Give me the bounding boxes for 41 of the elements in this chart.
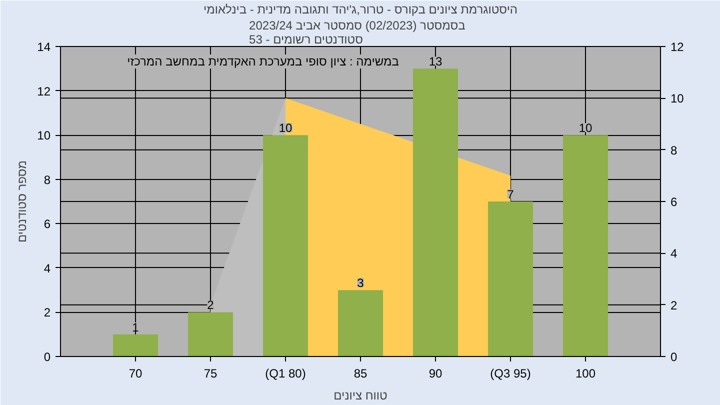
y2-tick-label: 10 (670, 92, 684, 106)
bar (413, 68, 458, 356)
y-tick-label: 10 (37, 128, 51, 143)
bar (263, 135, 308, 356)
chart-title: היסטוגרמת ציונים בקורס - טרור,ג'יהד ותגובה מדינית - בינלאומי (203, 2, 518, 16)
y2-tick-label: 8 (670, 143, 678, 158)
bar (338, 290, 383, 356)
y-tick-label: 8 (44, 172, 51, 187)
data-label: 10 (578, 121, 592, 136)
bar (113, 334, 158, 356)
x-axis-title: טווח ציונים (334, 388, 388, 402)
x-tick-label: 75 (204, 366, 218, 380)
x-tick-label: 85 (354, 366, 368, 380)
y-tick-label: 2 (44, 306, 51, 320)
bar (488, 202, 533, 356)
data-label: 2 (207, 298, 214, 312)
data-label: 1 (132, 320, 140, 334)
y-tick-label: 4 (44, 261, 51, 276)
annotation: במשימה : ציון סופי במערכת האקדמית במחשב המרכזי (127, 54, 399, 68)
x-tick-label: 100 (575, 366, 596, 380)
y2-tick-label: 6 (670, 195, 678, 209)
y-axis-title: מספר סטודנטים (15, 160, 30, 243)
bar (563, 135, 608, 356)
y-tick-label: 12 (37, 84, 51, 98)
bar (188, 312, 233, 356)
data-label: 3 (357, 276, 364, 290)
y2-tick-label: 2 (670, 298, 678, 312)
data-label: 10 (278, 121, 292, 136)
y2-tick-label: 0 (670, 350, 678, 364)
x-tick-label: 90 (428, 366, 442, 380)
x-tick-label: (Q1 80) (265, 366, 306, 380)
data-label: 13 (428, 54, 442, 69)
data-label: 7 (507, 188, 514, 202)
y-tick-label: 6 (44, 217, 51, 232)
chart-subtitle: בסמסטר (02/2023) סמסטר אביב 2023/24 סטודנטים רשומים - 53 (249, 18, 466, 46)
y2-tick-label: 4 (670, 246, 678, 261)
y-tick-label: 0 (44, 350, 51, 364)
y-tick-label: 14 (37, 40, 51, 54)
y2-tick-label: 12 (670, 40, 684, 54)
x-tick-label: (Q3 95) (490, 366, 531, 380)
x-tick-label: 70 (128, 366, 142, 380)
